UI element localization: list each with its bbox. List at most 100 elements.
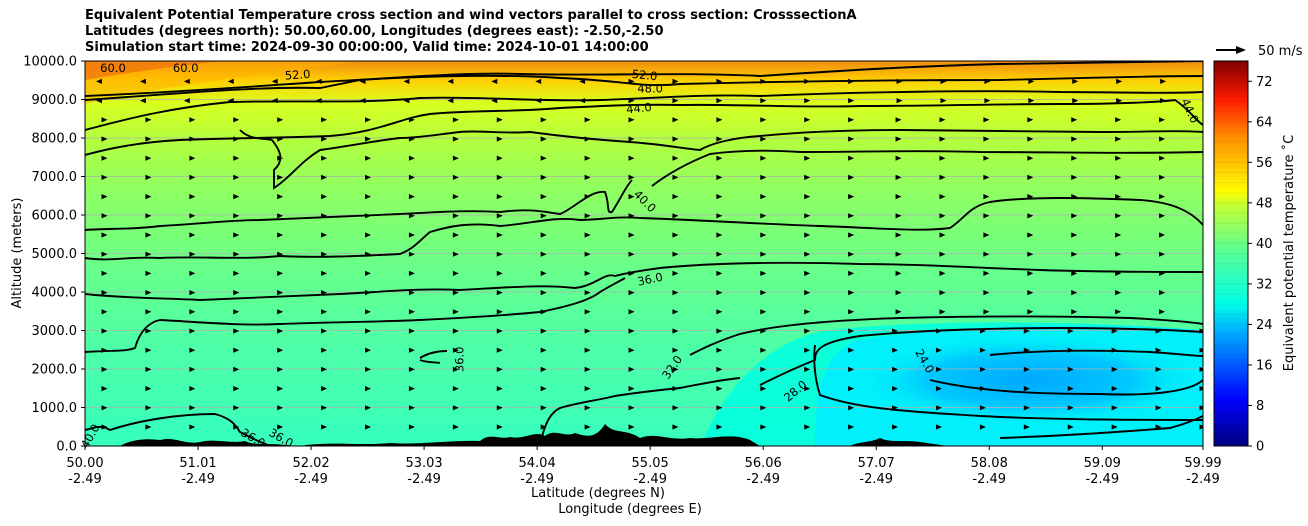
x-axis: 50.00-2.4951.01-2.4952.02-2.4953.03-2.49…: [66, 446, 1222, 487]
wind-arrow: [452, 386, 459, 392]
wind-arrow: [848, 270, 855, 276]
wind-arrow: [540, 194, 547, 200]
colorbar-ticks: 0 8 16 24 32 40 48 56 64 72: [1248, 75, 1273, 455]
wind-arrow: [145, 194, 152, 200]
wind-arrow: [983, 117, 990, 123]
wind-arrow: [1159, 117, 1166, 123]
wind-arrow: [496, 424, 503, 430]
wind-arrow: [408, 270, 415, 276]
wind-arrow: [584, 251, 591, 257]
x-tick-label-lat: 50.00: [66, 456, 103, 471]
wind-arrow: [101, 424, 108, 430]
wind-arrow: [983, 213, 990, 219]
wind-arrow: [848, 290, 855, 296]
wind-arrow: [365, 232, 372, 238]
wind-arrow: [277, 194, 284, 200]
contour-28-inner: [813, 344, 1203, 421]
wind-arrow: [1072, 98, 1079, 104]
wind-vectors: [96, 78, 1209, 430]
wind-arrow: [183, 78, 190, 84]
wind-arrow: [277, 117, 284, 123]
wind-arrow: [145, 328, 152, 334]
wind-arrow: [403, 98, 410, 104]
wind-arrow: [628, 117, 635, 123]
x-tick-label-lat: 59.09: [1084, 456, 1121, 471]
wind-arrow: [983, 174, 990, 180]
wind-arrow: [496, 155, 503, 161]
wind-arrow: [1115, 309, 1122, 315]
colorbar-tick-label: 8: [1256, 399, 1264, 414]
wind-arrow: [716, 174, 723, 180]
wind-arrow: [101, 155, 108, 161]
wind-arrow: [672, 309, 679, 315]
wind-arrow: [1067, 386, 1074, 392]
wind-arrow: [628, 194, 635, 200]
wind-arrow: [672, 78, 679, 84]
wind-arrow: [365, 424, 372, 430]
colorbar-tick-label: 24: [1256, 318, 1273, 333]
x-tick-label-lon: -2.49: [1186, 472, 1220, 487]
wind-arrow: [848, 213, 855, 219]
wind-arrow: [227, 78, 234, 84]
wind-arrow: [101, 194, 108, 200]
wind-arrow: [496, 194, 503, 200]
wind-arrow: [233, 232, 240, 238]
wind-arrow: [233, 328, 240, 334]
wind-arrow: [1115, 174, 1122, 180]
wind-arrow: [1027, 251, 1034, 257]
wind-arrow: [760, 194, 767, 200]
x-tick-label-lat: 56.06: [745, 456, 782, 471]
wind-arrow: [540, 174, 547, 180]
wind-arrow: [496, 290, 503, 296]
wind-arrow: [452, 405, 459, 411]
wind-arrow: [1203, 156, 1209, 161]
wind-arrow: [804, 386, 811, 392]
wind-arrow: [984, 98, 991, 104]
wind-arrow: [983, 232, 990, 238]
wind-arrow: [321, 366, 328, 372]
wind-arrow: [1203, 309, 1209, 314]
wind-arrow: [139, 98, 146, 104]
y-tick-label: 7000.0: [32, 170, 78, 185]
wind-arrow: [1027, 155, 1034, 161]
wind-arrow: [892, 424, 899, 430]
wind-arrow: [804, 194, 811, 200]
wind-arrow: [983, 155, 990, 161]
wind-arrow: [189, 347, 196, 353]
wind-arrow: [452, 309, 459, 315]
wind-arrow: [628, 251, 635, 257]
wind-arrow: [804, 270, 811, 276]
contour-40-east: [651, 149, 1203, 187]
wind-arrow: [716, 232, 723, 238]
wind-arrow: [1160, 78, 1167, 84]
contour-52-56: [85, 61, 1203, 97]
y-tick-label: 2000.0: [32, 363, 78, 378]
wind-arrow: [979, 424, 986, 430]
contour-28-surface: [999, 415, 1203, 439]
wind-arrow: [1199, 366, 1203, 372]
wind-arrow: [1155, 424, 1162, 430]
wind-arrow: [1111, 366, 1118, 372]
wind-arrow: [101, 270, 108, 276]
wind-arrow: [584, 347, 591, 353]
wind-arrow: [804, 213, 811, 219]
wind-arrow: [1111, 424, 1118, 430]
wind-arrow: [628, 155, 635, 161]
wind-arrow: [233, 136, 240, 142]
colorbar-bands: [1214, 70, 1248, 447]
x-tick-label-lon: -2.49: [520, 472, 554, 487]
wind-arrow: [716, 366, 723, 372]
wind-arrow: [233, 366, 240, 372]
wind-arrow: [189, 366, 196, 372]
contour-44: [85, 99, 1203, 156]
wind-arrow: [321, 405, 328, 411]
wind-arrow: [804, 136, 811, 142]
wind-arrow: [672, 117, 679, 123]
wind-arrow: [1071, 232, 1078, 238]
wind-arrow: [848, 366, 855, 372]
wind-arrow: [1203, 136, 1209, 141]
wind-arrow: [584, 270, 591, 276]
wind-arrow: [1071, 136, 1078, 142]
wind-arrow: [233, 174, 240, 180]
wind-arrow: [365, 117, 372, 123]
